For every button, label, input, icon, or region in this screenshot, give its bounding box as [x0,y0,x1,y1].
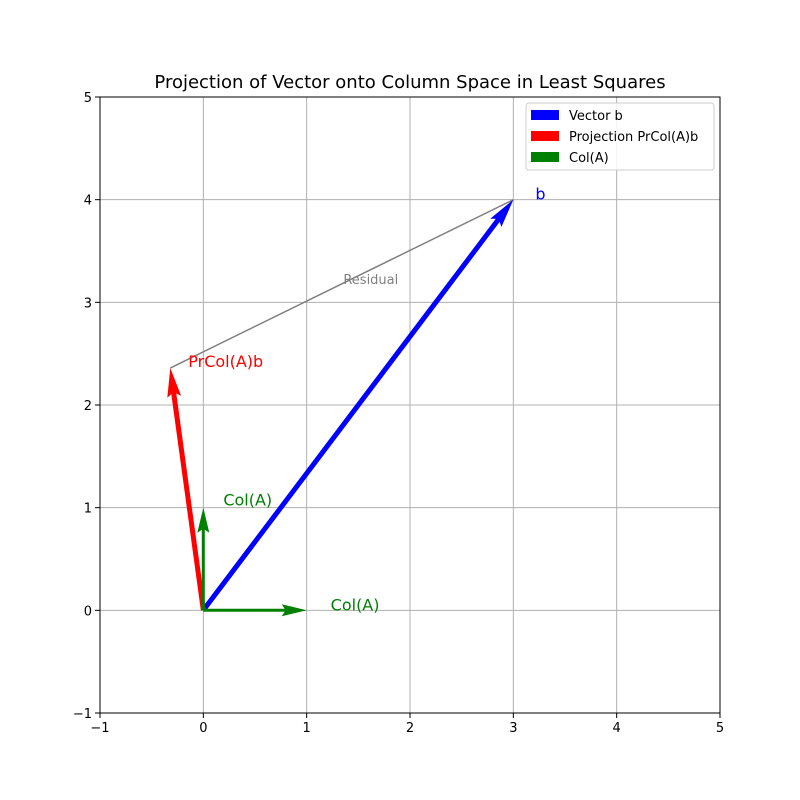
vector-label: PrCol(A)b [188,352,263,371]
x-tick-label: 1 [303,721,311,736]
y-tick-label: 1 [84,502,92,517]
x-tick-label: 4 [613,721,621,736]
legend: Vector b Projection PrCol(A)b Col(A) [525,102,715,171]
legend-swatch [531,110,559,120]
col-a-arrow-y [197,507,210,611]
y-tick-label: 4 [84,194,92,209]
vector-b-arrow [201,199,514,612]
x-tick-label: −1 [90,721,109,736]
legend-entry-label: Vector b [569,109,623,124]
projection-arrow [167,368,206,611]
y-tick-label: 3 [84,296,92,311]
residual-label: Residual [343,273,398,288]
x-tick-label: 2 [406,721,414,736]
chart-title: Projection of Vector onto Column Space i… [154,72,665,93]
legend-entry-label: Projection PrCol(A)b [569,130,698,145]
y-tick-label: 5 [84,91,92,106]
vector-label: Col(A) [223,491,272,510]
tick-labels: −1 0 1 2 3 4 5 −1 0 1 2 3 4 5 [73,91,724,736]
vector-labels: Residual b PrCol(A)b Col(A) Col(A) [188,185,545,615]
residual-line [169,198,514,369]
vector-label: b [535,185,545,204]
col-a-arrow-x [203,604,307,617]
legend-box [525,102,715,171]
legend-swatch [531,152,559,162]
x-tick-label: 3 [509,721,517,736]
y-tick-label: −1 [73,707,92,722]
legend-swatch [531,131,559,141]
x-tick-label: 0 [199,721,207,736]
grid [99,96,721,714]
y-tick-label: 0 [84,604,92,619]
x-tick-label: 5 [716,721,724,736]
vector-label: Col(A) [331,595,380,614]
y-tick-label: 2 [84,399,92,414]
vectors [167,198,514,617]
legend-entry-label: Col(A) [569,151,609,166]
